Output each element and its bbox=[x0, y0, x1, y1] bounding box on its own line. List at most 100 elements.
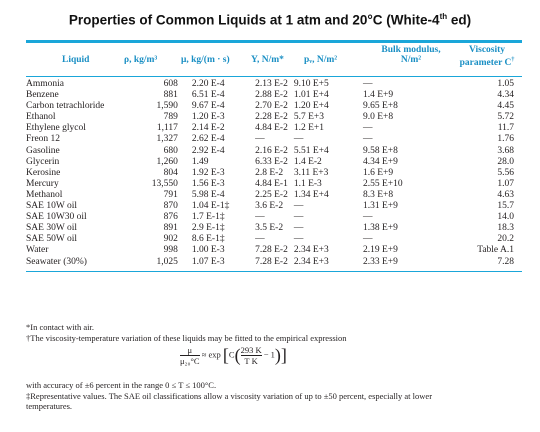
cell-bulk: 9.65 E+8 bbox=[362, 101, 398, 112]
cell-liquid: SAE 10W oil bbox=[26, 201, 78, 212]
cell-Y: 7.28 E-2 bbox=[255, 256, 288, 267]
header-viscosity-parameter: Viscosity parameter C† bbox=[459, 45, 515, 69]
table-row: Glycerin 1,260 1.49 6.33 E-2 1.4 E-2 4.34 E+9… bbox=[26, 157, 522, 168]
cell-liquid: Benzene bbox=[26, 90, 59, 101]
cell-mu: 6.51 E-4 bbox=[191, 90, 225, 101]
cell-Y: 4.84 E-2 bbox=[255, 123, 288, 134]
cell-bulk: — bbox=[362, 123, 373, 134]
footnote-air: *In contact with air. bbox=[26, 322, 94, 332]
cell-mu: 2.20 E-4 bbox=[191, 79, 225, 89]
header-bottom-rule bbox=[26, 76, 522, 77]
cell-c: 5.72 bbox=[497, 112, 514, 123]
footnote-accuracy: with accuracy of ±6 percent in the range… bbox=[26, 380, 217, 390]
cell-bulk: 2.33 E+9 bbox=[362, 256, 398, 267]
header-viscosity: μ, kg/(m · s) bbox=[181, 55, 230, 65]
table-row: Gasoline 680 2.92 E-4 2.16 E-2 5.51 E+4 9.58 … bbox=[26, 146, 522, 157]
table-row: SAE 50W oil 902 8.6 E-1‡ — — — 20.2 bbox=[26, 234, 522, 245]
table-row: SAE 10W30 oil 876 1.7 E-1‡ — — — 14.0 bbox=[26, 212, 522, 223]
cell-pv: — bbox=[293, 234, 304, 245]
cell-bulk: 8.3 E+8 bbox=[362, 189, 394, 200]
cell-mu: 2.62 E-4 bbox=[191, 134, 225, 145]
table-row: Ammonia 608 2.20 E-4 2.13 E-2 9.10 E+5 — 1.05 bbox=[26, 79, 522, 90]
cell-Y: 3.5 E-2 bbox=[255, 223, 284, 234]
cell-mu: 1.07 E-3 bbox=[191, 256, 225, 267]
cell-liquid: Ethylene glycol bbox=[26, 123, 86, 134]
cell-Y: — bbox=[255, 234, 265, 245]
cell-pv: 1.1 E-3 bbox=[293, 178, 322, 189]
cell-pv: 1.2 E+1 bbox=[293, 123, 325, 134]
cell-c: 14.0 bbox=[497, 212, 514, 223]
cell-mu: 1.20 E-3 bbox=[191, 112, 225, 123]
cell-liquid: SAE 50W oil bbox=[26, 234, 78, 245]
cell-liquid: Ammonia bbox=[26, 79, 64, 89]
cell-rho: 1,260 bbox=[156, 156, 178, 167]
cell-c: 20.2 bbox=[497, 234, 514, 245]
cell-Y: 6.33 E-2 bbox=[255, 156, 288, 167]
cell-bulk: — bbox=[362, 134, 373, 145]
cell-c: 4.45 bbox=[497, 101, 514, 112]
cell-c: 15.7 bbox=[497, 201, 514, 212]
table-row: SAE 10W oil 870 1.04 E-1‡ 3.6 E-2 — 1.31 E+9 1… bbox=[26, 201, 522, 212]
footnote-viscosity-fit: †The viscosity-temperature variation of … bbox=[26, 332, 347, 343]
cell-rho: 608 bbox=[163, 79, 178, 89]
cell-mu: 1.92 E-3 bbox=[191, 167, 225, 178]
cell-rho: 1,327 bbox=[156, 134, 178, 145]
table-row: Kerosine 804 1.92 E-3 2.8 E-2 3.11 E+3 1.6 E+… bbox=[26, 168, 522, 179]
cell-liquid: Water bbox=[26, 245, 49, 256]
properties-table: Ammonia 608 2.20 E-4 2.13 E-2 9.10 E+5—1.05 B… bbox=[26, 79, 522, 268]
header-bulk-modulus: Bulk modulus, N/m² bbox=[381, 45, 441, 65]
cell-bulk: — bbox=[362, 212, 373, 223]
cell-pv: 2.34 E+3 bbox=[293, 245, 329, 256]
cell-liquid: Mercury bbox=[26, 178, 59, 189]
cell-bulk: 1.31 E+9 bbox=[362, 201, 398, 212]
cell-pv: — bbox=[293, 212, 304, 223]
cell-mu: 2.92 E-4 bbox=[191, 145, 225, 156]
header-vapor-pressure: pᵥ, N/m² bbox=[304, 55, 338, 65]
cell-pv: — bbox=[293, 223, 304, 234]
cell-c: Table A.1 bbox=[477, 245, 514, 256]
cell-pv: 9.10 E+5 bbox=[293, 79, 329, 89]
cell-c: 1.76 bbox=[497, 134, 514, 145]
cell-rho: 804 bbox=[163, 167, 178, 178]
cell-bulk: 1.4 E+9 bbox=[362, 90, 394, 101]
cell-bulk: 4.34 E+9 bbox=[362, 156, 398, 167]
cell-pv: 1.20 E+4 bbox=[293, 101, 329, 112]
cell-mu: 8.6 E-1‡ bbox=[191, 234, 225, 245]
cell-pv: 3.11 E+3 bbox=[293, 167, 329, 178]
cell-liquid: Gasoline bbox=[26, 145, 60, 156]
cell-Y: — bbox=[255, 212, 265, 223]
cell-c: 4.63 bbox=[497, 189, 514, 200]
cell-rho: 680 bbox=[163, 145, 178, 156]
header-density: ρ, kg/m³ bbox=[124, 55, 158, 65]
cell-c: 3.68 bbox=[497, 145, 514, 156]
table-row: Water 998 1.00 E-3 7.28 E-2 2.34 E+3 2.19 E+9… bbox=[26, 245, 522, 256]
cell-rho: 791 bbox=[163, 189, 178, 200]
table-row: SAE 30W oil 891 2.9 E-1‡ 3.5 E-2 — 1.38 E+9 18… bbox=[26, 223, 522, 234]
header-surface-tension: Y, N/m* bbox=[251, 55, 284, 65]
cell-pv: — bbox=[293, 134, 304, 145]
table-row: Ethylene glycol 1,117 2.14 E-2 4.84 E-2 1.2 … bbox=[26, 123, 522, 134]
cell-Y: 2.88 E-2 bbox=[255, 90, 288, 101]
cell-c: 4.34 bbox=[497, 90, 514, 101]
cell-pv: 1.4 E-2 bbox=[293, 156, 322, 167]
table-row: Ethanol 789 1.20 E-3 2.28 E-2 5.7 E+3 9.0 E+8… bbox=[26, 112, 522, 123]
cell-liquid: Kerosine bbox=[26, 167, 61, 178]
cell-Y: 2.16 E-2 bbox=[255, 145, 288, 156]
cell-pv: 1.34 E+4 bbox=[293, 189, 329, 200]
cell-rho: 1,117 bbox=[156, 123, 178, 134]
footnotes-continued: with accuracy of ±6 percent in the range… bbox=[26, 380, 526, 412]
cell-bulk: 1.38 E+9 bbox=[362, 223, 398, 234]
cell-c: 28.0 bbox=[497, 156, 514, 167]
cell-Y: 3.6 E-2 bbox=[255, 201, 284, 212]
cell-rho: 902 bbox=[163, 234, 178, 245]
table-row: Seawater (30%) 1,025 1.07 E-3 7.28 E-2 2.34 … bbox=[26, 257, 522, 268]
cell-liquid: SAE 30W oil bbox=[26, 223, 78, 234]
cell-pv: 5.7 E+3 bbox=[293, 112, 325, 123]
cell-bulk: 9.0 E+8 bbox=[362, 112, 394, 123]
cell-mu: 5.98 E-4 bbox=[191, 189, 225, 200]
footnote-sae-cont: temperatures. bbox=[26, 401, 73, 411]
cell-rho: 1,025 bbox=[156, 256, 178, 267]
cell-c: 1.07 bbox=[497, 178, 514, 189]
cell-pv: 1.01 E+4 bbox=[293, 90, 329, 101]
